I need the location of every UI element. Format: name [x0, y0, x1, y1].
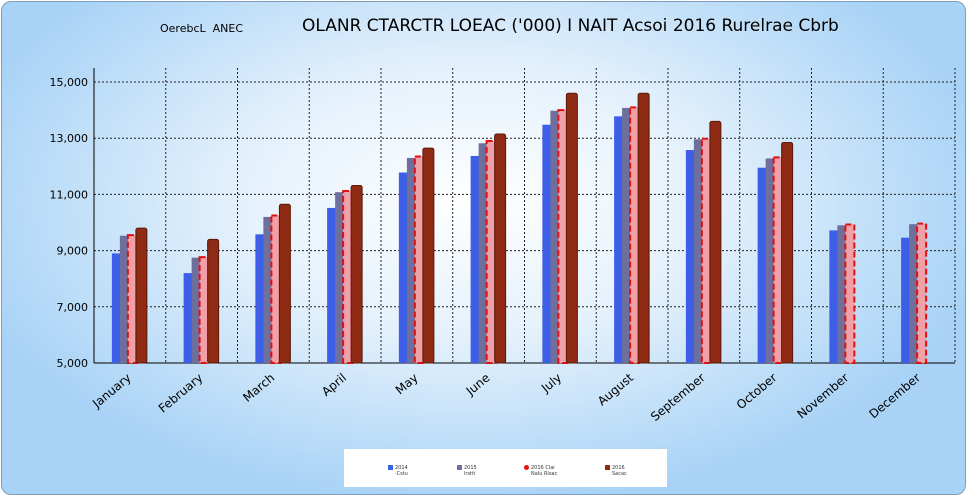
x-tick-label: August	[595, 370, 636, 408]
legend-label-line2: Nalu Rlsac	[531, 471, 558, 477]
bar-2016-forecast	[916, 222, 928, 364]
bar-2014	[183, 273, 193, 363]
legend-label-line2: ·Cstu	[395, 471, 408, 477]
bar-2014	[757, 167, 767, 363]
x-tick-label: December	[866, 371, 923, 422]
x-tick-label: September	[648, 371, 708, 424]
bar-2015	[909, 224, 919, 363]
y-tick-label: 9,000	[57, 245, 89, 258]
legend-label-line2: lrstit	[464, 471, 476, 477]
x-tick-label: March	[240, 371, 277, 405]
bar-2014	[398, 172, 408, 363]
y-tick-label: 13,000	[50, 132, 89, 145]
bar-2016-actual	[422, 147, 435, 364]
x-tick-label: April	[319, 371, 349, 399]
bar-2015	[119, 235, 129, 363]
legend-swatch	[388, 465, 393, 470]
x-tick-label: October	[734, 371, 780, 413]
x-tick-label: July	[538, 371, 564, 396]
bar-2015	[765, 158, 775, 363]
x-tick-label: May	[393, 371, 421, 398]
chart-title: OLANR CTARCTR LOEAC ('000) I NAIT Acsoi …	[302, 16, 839, 36]
x-tick-label: June	[463, 371, 493, 399]
bar-2016-actual	[207, 238, 220, 364]
bar-2015	[335, 192, 345, 363]
chart-corner-label: OerebcL ANEC	[160, 22, 244, 35]
bar-2016-actual	[135, 227, 148, 364]
x-tick-label: November	[794, 371, 851, 422]
bar-2016-actual	[494, 133, 507, 364]
y-tick-label: 15,000	[50, 76, 89, 89]
bar-2016-actual	[278, 203, 291, 364]
legend-item-2016-actual: 2016 Sacac	[605, 465, 627, 477]
bar-2015	[478, 143, 488, 363]
bar-2016-actual	[565, 92, 578, 364]
bar-2015	[406, 157, 416, 363]
bar-2014	[614, 116, 624, 363]
y-tick-label: 7,000	[57, 301, 89, 314]
legend-label-line1: 2016 Clai	[531, 465, 555, 471]
legend-label-line1: 2016	[612, 465, 625, 471]
bar-2014	[470, 155, 480, 363]
bar-2014	[255, 234, 265, 363]
bar-2015	[837, 225, 847, 363]
bar-2015	[263, 216, 273, 363]
bar-2016-forecast	[198, 256, 210, 364]
bar-2016-forecast	[844, 223, 856, 364]
y-tick-label: 11,000	[50, 188, 89, 201]
bar-2014	[327, 207, 337, 363]
bar-2016-actual	[709, 120, 722, 364]
legend-label-line2: Sacac	[612, 471, 627, 477]
legend-item-2016-forecast: 2016 Clai Nalu Rlsac	[524, 465, 558, 477]
legend-item-2015: 2015 lrstit	[457, 465, 477, 477]
bar-2014	[685, 150, 695, 363]
bar-2015	[693, 139, 703, 363]
bar-2016-actual	[350, 184, 363, 364]
legend-label-line1: 2015	[464, 465, 477, 471]
legend-swatch	[605, 465, 610, 470]
bar-2014	[111, 253, 121, 363]
legend-swatch	[524, 465, 529, 470]
bar-2014	[542, 124, 552, 363]
bar-2014	[829, 230, 839, 363]
x-tick-label: February	[156, 371, 206, 416]
legend-label-line1: 2014	[395, 465, 408, 471]
bar-2016-actual	[637, 92, 650, 364]
bar-2016-actual	[781, 141, 794, 364]
legend-item-2014: 2014 ·Cstu	[388, 465, 408, 477]
bar-2015	[622, 107, 632, 364]
bar-2015	[191, 257, 201, 363]
x-tick-label: January	[89, 371, 134, 412]
y-tick-label: 5,000	[57, 357, 89, 370]
bar-2015	[550, 110, 560, 363]
chart-legend: 2014 ·Cstu 2015 lrstit 2016 Clai Nalu Rl…	[344, 449, 667, 487]
bar-2014	[901, 237, 911, 363]
legend-swatch	[457, 465, 462, 470]
